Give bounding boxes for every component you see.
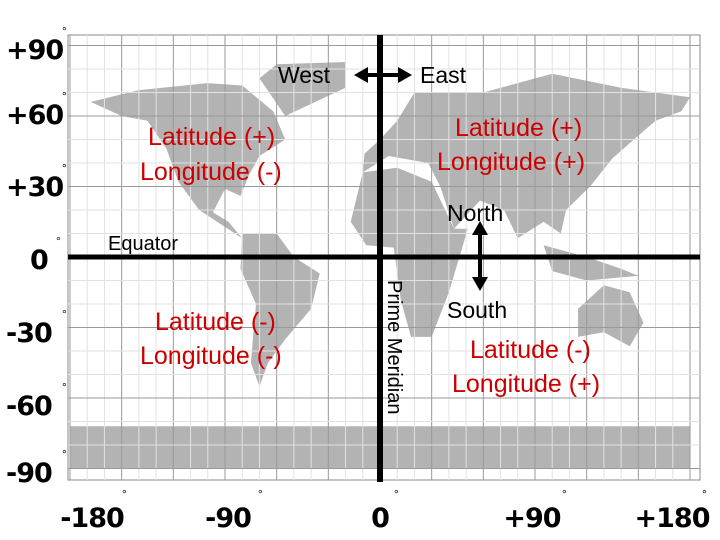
longitude-label: +180 (635, 503, 710, 534)
landmass (259, 61, 346, 116)
degree-symbol: ° (62, 89, 67, 103)
equator-label: Equator (108, 233, 178, 255)
quadrant-label: Latitude (-) (470, 336, 591, 364)
degree-symbol: ° (56, 234, 61, 248)
degree-symbol: ° (122, 487, 127, 501)
latitude-label: +90 (6, 35, 63, 66)
latitude-label: -60 (6, 391, 52, 422)
degree-symbol: ° (562, 487, 567, 501)
degree-symbol: ° (62, 307, 67, 321)
degree-symbol: ° (62, 380, 67, 394)
quadrant-label: Longitude (+) (452, 370, 600, 398)
quadrant-label: Latitude (+) (148, 123, 275, 151)
landmass (543, 245, 639, 281)
degree-symbol: ° (258, 487, 263, 501)
north-south-arrow (472, 221, 488, 291)
prime-meridian-label: Prime Meridian (383, 280, 405, 414)
longitude-label: -180 (60, 503, 124, 534)
degree-symbol: ° (62, 447, 67, 461)
east-label: East (420, 62, 467, 88)
latitude-label: -30 (6, 318, 52, 349)
landmass (578, 285, 644, 347)
longitude-label: 0 (371, 503, 389, 534)
longitude-label: -90 (205, 503, 251, 534)
latitude-label: +60 (6, 100, 63, 131)
landmass (240, 233, 320, 387)
latitude-label: 0 (30, 245, 48, 276)
longitude-label: +90 (503, 503, 560, 534)
south-label: South (447, 297, 507, 323)
landmass (362, 73, 690, 239)
landmass (90, 83, 286, 239)
quadrant-label: Latitude (-) (155, 308, 276, 336)
quadrant-label: Longitude (+) (437, 148, 585, 176)
north-label: North (447, 200, 503, 226)
degree-symbol: ° (62, 24, 67, 38)
latitude-label: -90 (6, 458, 52, 489)
west-east-arrow (354, 67, 412, 83)
quadrant-label: Latitude (+) (455, 114, 582, 142)
degree-symbol: ° (394, 487, 399, 501)
latitude-label: +30 (6, 172, 63, 203)
degree-symbol: ° (702, 487, 707, 501)
west-label: West (278, 62, 331, 88)
degree-symbol: ° (62, 161, 67, 175)
quadrant-label: Longitude (-) (140, 158, 282, 186)
coordinate-labels: +90°+60°+30°0°-30°-60°-90°-180°-90°0°+90… (6, 24, 711, 534)
quadrant-label: Longitude (-) (140, 342, 282, 370)
